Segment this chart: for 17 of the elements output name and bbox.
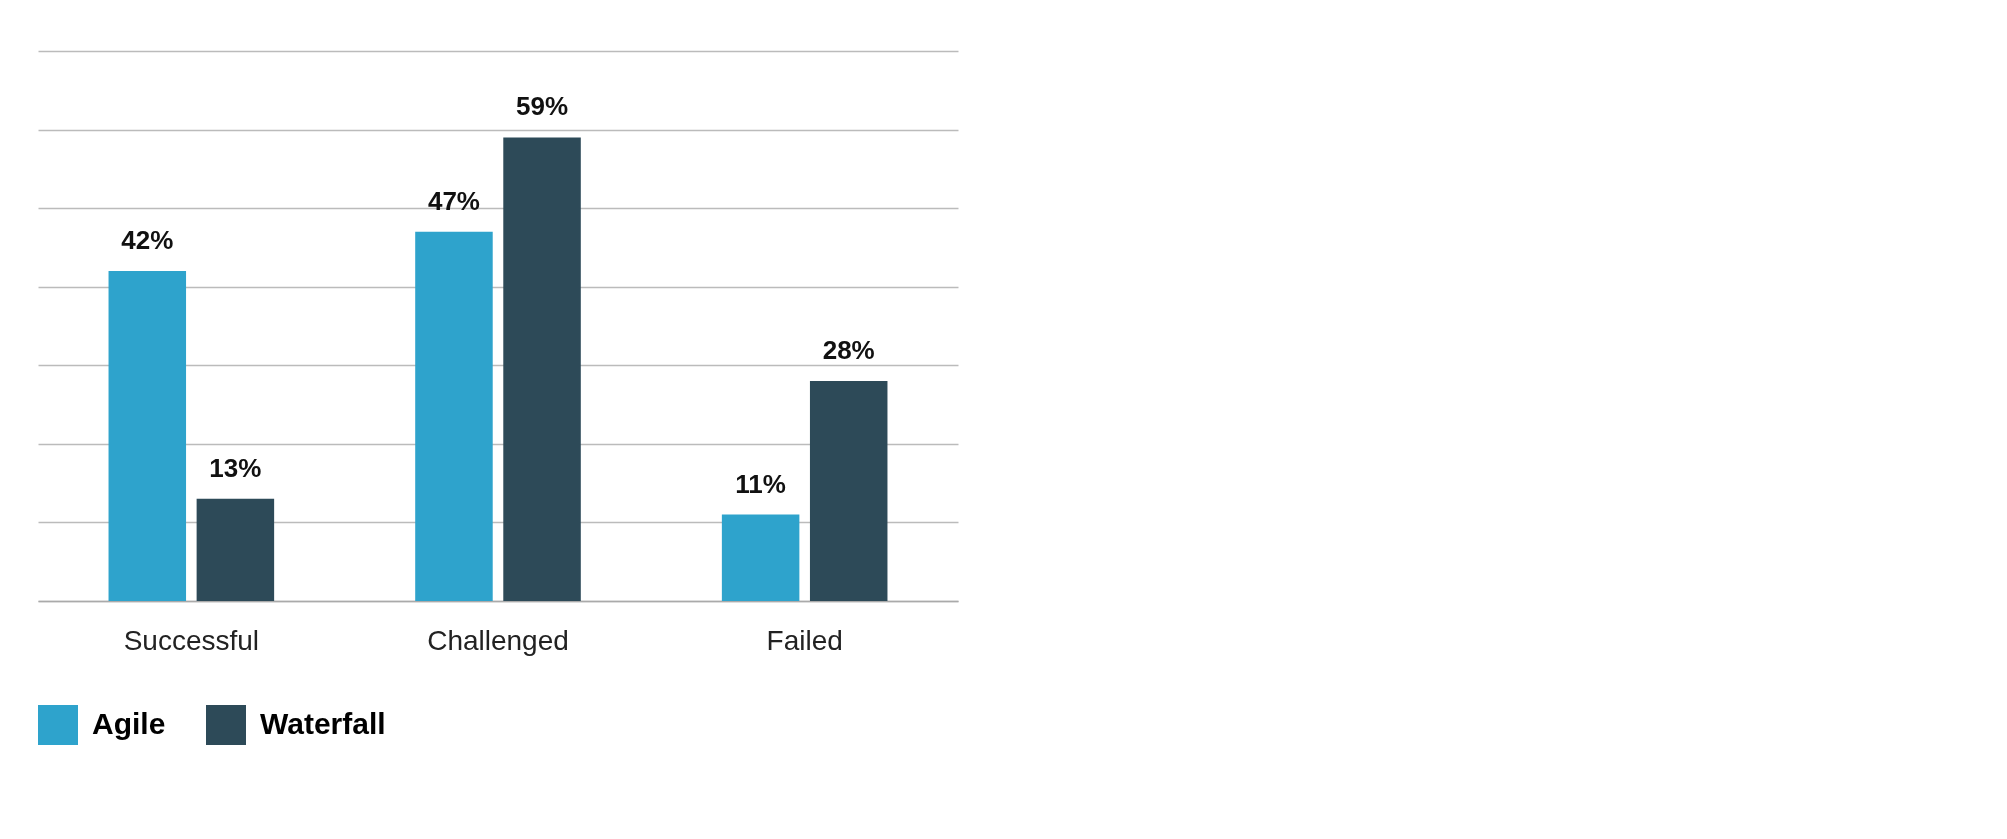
bar xyxy=(108,271,187,601)
legend-label: Waterfall xyxy=(260,707,386,740)
x-tick-label: Successful xyxy=(123,624,260,656)
bar xyxy=(503,137,581,601)
data-label: 13% xyxy=(209,452,262,483)
data-label: 59% xyxy=(516,91,569,122)
bar xyxy=(415,231,493,601)
legend-label: Agile xyxy=(92,707,166,740)
x-tick-label: Challenged xyxy=(427,624,569,656)
data-label: 11% xyxy=(735,468,786,499)
bar xyxy=(809,381,888,601)
data-label: 47% xyxy=(427,185,480,216)
data-label: 42% xyxy=(121,225,174,255)
x-tick-label: Failed xyxy=(766,624,843,656)
bar xyxy=(721,514,800,601)
data-label: 28% xyxy=(822,335,875,365)
bar xyxy=(196,498,275,601)
